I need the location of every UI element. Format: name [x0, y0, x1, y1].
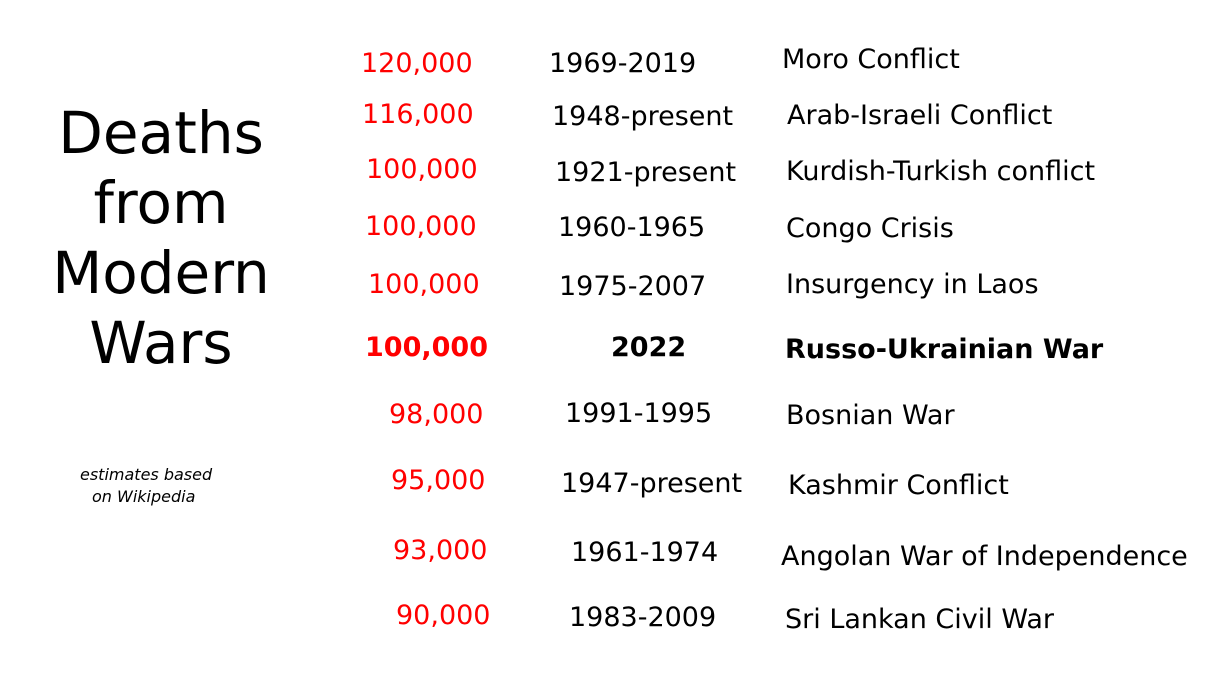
years-value: 2022	[611, 332, 687, 363]
title-line: Deaths	[58, 99, 264, 167]
years-value: 1961-1974	[571, 537, 719, 568]
years-value: 1921-present	[555, 157, 737, 188]
years-value: 1983-2009	[569, 602, 717, 633]
deaths-value: 120,000	[361, 48, 473, 79]
years-value: 1948-present	[552, 101, 734, 132]
source-note-line: estimates based	[80, 465, 213, 484]
deaths-value: 90,000	[396, 600, 491, 631]
years-value: 1947-present	[561, 468, 743, 499]
deaths-value: 95,000	[391, 465, 486, 496]
deaths-value: 98,000	[389, 399, 484, 430]
conflict-name: Kashmir Conflict	[788, 470, 1009, 501]
page-title: Deaths from Modern Wars	[30, 98, 292, 378]
conflict-name: Arab-Israeli Conflict	[787, 100, 1053, 131]
deaths-value: 93,000	[393, 535, 488, 566]
conflict-name: Bosnian War	[786, 400, 955, 431]
conflict-name: Moro Conflict	[782, 44, 960, 75]
years-value: 1960-1965	[558, 212, 706, 243]
conflict-name: Russo-Ukrainian War	[785, 334, 1104, 365]
conflict-name: Angolan War of Independence	[781, 541, 1188, 572]
source-note-line: on Wikipedia	[92, 487, 196, 506]
years-value: 1975-2007	[559, 271, 707, 302]
title-line: Wars	[89, 309, 233, 377]
deaths-value: 100,000	[365, 211, 477, 242]
deaths-value: 100,000	[366, 154, 478, 185]
years-value: 1991-1995	[565, 398, 713, 429]
years-value: 1969-2019	[549, 48, 697, 79]
deaths-value: 100,000	[365, 332, 488, 363]
conflict-name: Congo Crisis	[786, 213, 954, 244]
deaths-value: 100,000	[368, 269, 480, 300]
title-line: from	[93, 169, 229, 237]
conflict-name: Kurdish-Turkish conflict	[786, 156, 1096, 187]
conflict-name: Insurgency in Laos	[786, 269, 1039, 300]
source-note: estimates based on Wikipedia	[80, 464, 250, 508]
title-line: Modern	[52, 239, 270, 307]
conflict-name: Sri Lankan Civil War	[785, 604, 1054, 635]
deaths-value: 116,000	[362, 99, 474, 130]
